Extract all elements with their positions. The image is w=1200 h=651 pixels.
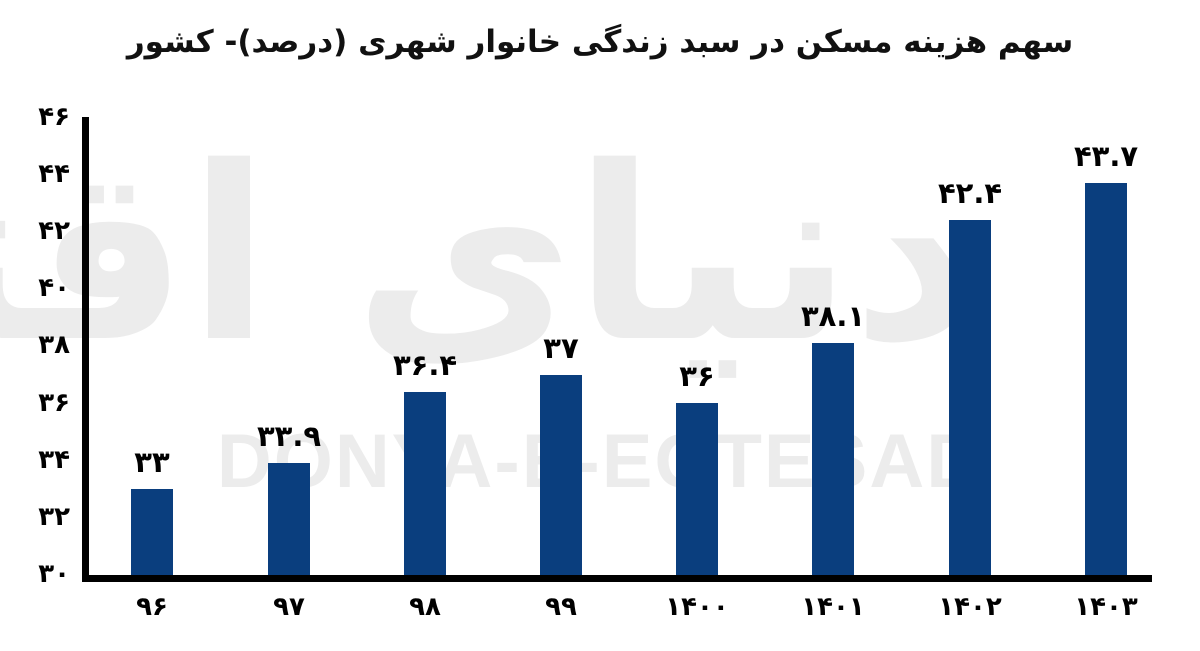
bar-value-label: ۴۲.۴	[937, 176, 1003, 211]
y-tick-label: ۳۲	[38, 502, 70, 532]
x-axis-labels: ۹۶ ۹۷ ۹۸ ۹۹ ۱۴۰۰ ۱۴۰۱ ۱۴۰۲ ۱۴۰۳	[82, 592, 1152, 640]
y-tick-label: ۳۰	[38, 559, 70, 589]
x-tick-label-1400: ۱۴۰۰	[665, 592, 729, 622]
y-tick-label: ۳۶	[38, 388, 70, 418]
bar-value-label: ۳۶.۴	[392, 347, 458, 382]
bar-value-label: ۳۸.۱	[800, 299, 866, 334]
chart-title: سهم هزینه مسکن در سبد زندگی خانوار شهری …	[126, 24, 1074, 60]
bar-1402[interactable]	[949, 220, 991, 575]
y-tick-label: ۴۰	[38, 273, 70, 303]
bar-value-label: ۴۳.۷	[1073, 138, 1139, 173]
x-tick-label-1403: ۱۴۰۳	[1074, 592, 1138, 622]
bar-1403[interactable]	[1085, 182, 1127, 575]
bar-1399[interactable]	[540, 374, 582, 575]
x-tick-label-1397: ۹۷	[273, 592, 305, 622]
bar-1398[interactable]	[404, 391, 446, 575]
bar-1396[interactable]	[131, 489, 173, 575]
y-tick-label: ۴۴	[38, 159, 70, 189]
bar-1401[interactable]	[812, 343, 854, 575]
bar-value-label: ۳۳.۹	[256, 419, 322, 454]
y-tick-label: ۴۶	[38, 102, 70, 132]
y-tick-label: ۳۴	[38, 445, 70, 475]
x-tick-label-1398: ۹۸	[409, 592, 441, 622]
bar-value-label: ۳۳	[134, 445, 170, 480]
x-tick-label-1396: ۹۶	[136, 592, 168, 622]
x-tick-label-1401: ۱۴۰۱	[801, 592, 865, 622]
y-axis-line	[82, 117, 89, 575]
x-axis-line	[82, 575, 1152, 582]
bar-value-label: ۳۷	[543, 330, 579, 365]
bar-value-label: ۳۶	[679, 359, 715, 394]
y-axis-labels: ۴۶ ۴۴ ۴۲ ۴۰ ۳۸ ۳۶ ۳۴ ۳۲ ۳۰	[0, 0, 78, 651]
x-tick-label-1402: ۱۴۰۲	[938, 592, 1002, 622]
x-tick-label-1399: ۹۹	[545, 592, 577, 622]
y-tick-label: ۴۲	[38, 216, 70, 246]
bars-layer: ۳۳ ۳۳.۹ ۳۶.۴ ۳۷ ۳۶ ۳۸.۱ ۴۲.۴ ۴۳.۷	[82, 117, 1152, 575]
y-tick-label: ۳۸	[38, 330, 70, 360]
bar-1400[interactable]	[676, 403, 718, 575]
bar-1397[interactable]	[268, 463, 310, 575]
plot-area: ۳۳ ۳۳.۹ ۳۶.۴ ۳۷ ۳۶ ۳۸.۱ ۴۲.۴ ۴۳.۷	[82, 117, 1152, 582]
